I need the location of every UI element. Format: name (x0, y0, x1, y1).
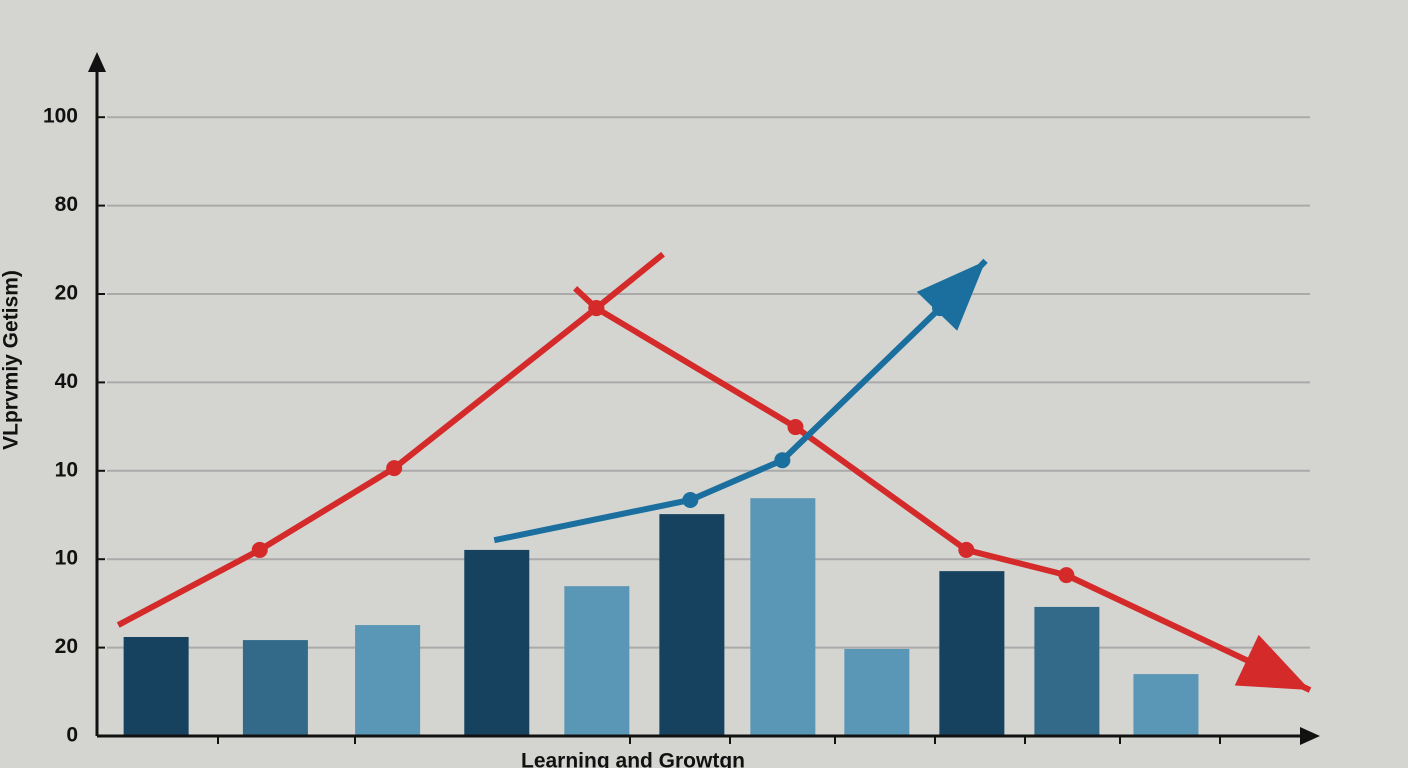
y-tick-label: 100 (43, 105, 78, 128)
line-point (682, 491, 699, 508)
bar (939, 571, 1005, 736)
y-axis-arrow (88, 52, 106, 72)
arrow-head (916, 260, 986, 331)
line-point (958, 541, 975, 558)
line-point (1058, 567, 1075, 584)
bar (564, 586, 630, 736)
y-tick-label: 0 (66, 724, 78, 747)
bar (242, 640, 308, 736)
bar (1034, 606, 1100, 736)
line-point (251, 541, 268, 558)
line-point (774, 452, 791, 469)
x-axis-arrow (1300, 727, 1320, 745)
bar (355, 625, 421, 736)
y-tick-label: 20 (55, 635, 78, 658)
y-tick-label: 20 (55, 282, 78, 305)
y-axis-label: VLprvmiy Getism) (0, 270, 23, 450)
bar (1133, 674, 1199, 736)
y-tick-label: 80 (55, 193, 78, 216)
bar (464, 549, 530, 736)
bar (123, 636, 189, 736)
y-tick-label: 10 (55, 547, 78, 570)
bar (750, 498, 816, 736)
y-tick-label: 10 (55, 458, 78, 481)
line-point (386, 460, 403, 477)
line-point (588, 300, 605, 317)
x-axis-label: Learning and Growtgn (521, 750, 745, 768)
line-point (787, 419, 804, 436)
y-tick-label: 40 (55, 370, 78, 393)
bar (844, 648, 910, 736)
arrow-head (1234, 634, 1310, 691)
bar (659, 514, 725, 736)
